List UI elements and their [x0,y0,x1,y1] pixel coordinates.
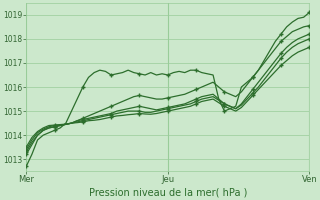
X-axis label: Pression niveau de la mer( hPa ): Pression niveau de la mer( hPa ) [89,187,247,197]
